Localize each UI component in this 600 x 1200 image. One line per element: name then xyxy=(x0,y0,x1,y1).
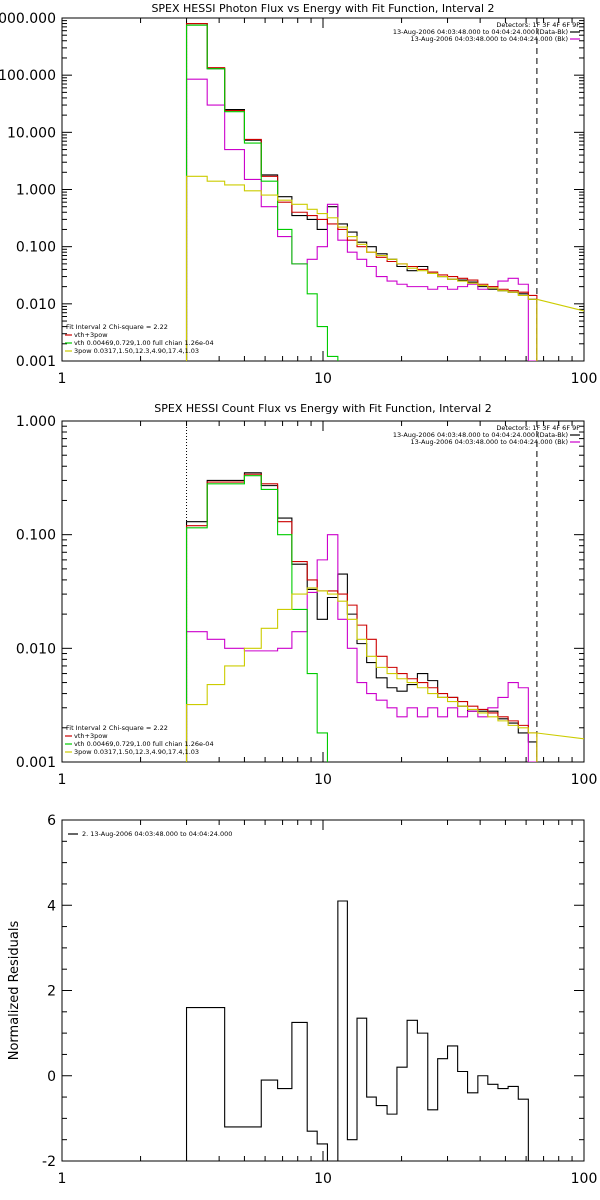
series-line-5 xyxy=(185,587,538,762)
plot-frame xyxy=(61,420,585,763)
x-tick-label: 100 xyxy=(571,772,598,788)
series-line-1 xyxy=(185,472,538,762)
legend-entry-top-right: 13-Aug-2006 04:03:48.000 to 04:04:24.000… xyxy=(411,35,568,43)
legend-entry-bottom-left: 3pow 0.0317,1.50,12.3,4.90,17.4,1.03 xyxy=(74,347,199,355)
y-tick-label: 0.100 xyxy=(16,240,56,256)
x-tick-label: 10 xyxy=(314,371,332,387)
chart-panel-1: SPEX HESSI Photon Flux vs Energy with Fi… xyxy=(0,2,598,387)
y-tick-label: 1.000 xyxy=(16,414,56,430)
y-tick-label: 0.100 xyxy=(16,528,56,544)
series-tail-line xyxy=(536,298,584,312)
x-tick-label: 1 xyxy=(58,371,67,387)
series-line-4 xyxy=(185,24,339,361)
legend-entry-top-right: Detectors: 1F 3F 4F 6F 9F xyxy=(496,21,580,29)
series-line-1 xyxy=(185,900,538,1161)
series-line-5 xyxy=(185,175,538,361)
legend-entry-bottom-left: Fit Interval 2 Chi-square = 2.22 xyxy=(66,724,168,732)
y-tick-label: 1.000 xyxy=(16,183,56,199)
legend-entry-top-right: Detectors: 1F 3F 4F 6F 9F xyxy=(496,424,580,432)
legend-entry-bottom-left: Fit Interval 2 Chi-square = 2.22 xyxy=(66,323,168,331)
chart-panel-3: 1 10 100 -2 0 2 4 6 Normalized Residuals 2. 13-Au… xyxy=(7,813,598,1187)
y-tick-label: 100.000 xyxy=(0,68,56,84)
plot-data xyxy=(185,900,538,1161)
y-tick-label: 0.001 xyxy=(16,755,56,771)
legend-entry-top-right: 13-Aug-2006 04:03:48.000 to 04:04:24.000… xyxy=(393,431,568,439)
y-tick-label: 4 xyxy=(47,898,56,914)
plot-frame xyxy=(61,819,585,1162)
series-line-2 xyxy=(185,534,538,762)
series-line-3 xyxy=(185,22,538,361)
series-line-2 xyxy=(185,78,538,361)
x-tick-label: 1 xyxy=(58,1171,67,1187)
x-tick-label: 100 xyxy=(571,1171,598,1187)
y-tick-label: 10.000 xyxy=(7,125,56,141)
plot-data xyxy=(185,18,584,361)
legend-entry-bottom-left: vth+3pow xyxy=(74,331,108,339)
legend-entry-top-right: 13-Aug-2006 04:03:48.000 to 04:04:24.000… xyxy=(411,438,568,446)
y-axis-label: Normalized Residuals xyxy=(7,921,22,1061)
legend-entry-bottom-left: vth 0.00469,0.729,1.00 full chian 1.26e-… xyxy=(74,339,214,347)
y-tick-label: -2 xyxy=(42,1154,56,1170)
y-tick-label: 0.010 xyxy=(16,297,56,313)
legend-entry-top-left: 2. 13-Aug-2006 04:03:48.000 to 04:04:24.… xyxy=(82,830,232,838)
legend-entry-bottom-left: vth+3pow xyxy=(74,732,108,740)
legend-entry-top-right: 13-Aug-2006 04:03:48.000 to 04:04:24.000… xyxy=(393,28,568,36)
chart-title: SPEX HESSI Count Flux vs Energy with Fit… xyxy=(154,402,491,415)
legend-entry-bottom-left: vth 0.00469,0.729,1.00 full chian 1.26e-… xyxy=(74,740,214,748)
legend-entry-bottom-left: 3pow 0.0317,1.50,12.3,4.90,17.4,1.03 xyxy=(74,748,199,756)
y-tick-label: 2 xyxy=(47,984,56,1000)
chart-panel-2: SPEX HESSI Count Flux vs Energy with Fit… xyxy=(16,402,598,788)
y-tick-label: 0 xyxy=(47,1069,56,1085)
y-tick-label: 0.010 xyxy=(16,641,56,657)
x-tick-label: 10 xyxy=(314,1171,332,1187)
chart-title: SPEX HESSI Photon Flux vs Energy with Fi… xyxy=(151,2,494,15)
y-tick-label: 0.001 xyxy=(16,354,56,370)
series-line-1 xyxy=(185,22,538,361)
x-tick-label: 10 xyxy=(314,772,332,788)
series-tail-line xyxy=(536,732,584,740)
x-tick-label: 100 xyxy=(571,371,598,387)
x-tick-label: 1 xyxy=(58,772,67,788)
plot-frame xyxy=(61,17,585,362)
y-tick-label: 6 xyxy=(47,813,56,829)
series-line-4 xyxy=(185,475,328,762)
series-line-3 xyxy=(185,473,538,762)
plot-data xyxy=(185,421,584,762)
